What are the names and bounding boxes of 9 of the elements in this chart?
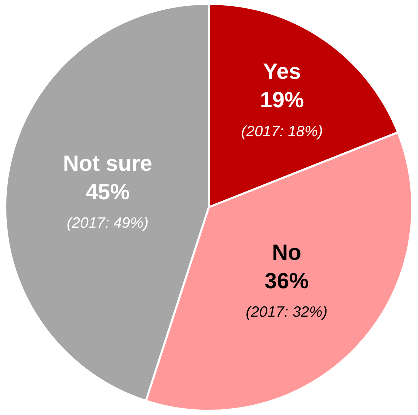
data-label: 19% <box>260 88 304 113</box>
text: (2017: 32%) <box>246 304 328 322</box>
data-label: 45% <box>86 179 130 204</box>
data-label: 36% <box>264 268 309 294</box>
text: (2017: 49%) <box>67 215 149 232</box>
text: (2017: 18%) <box>241 123 324 140</box>
slice-label: No <box>272 240 302 266</box>
slice-label: Not sure <box>63 150 153 176</box>
slice-label: Yes <box>263 59 302 84</box>
